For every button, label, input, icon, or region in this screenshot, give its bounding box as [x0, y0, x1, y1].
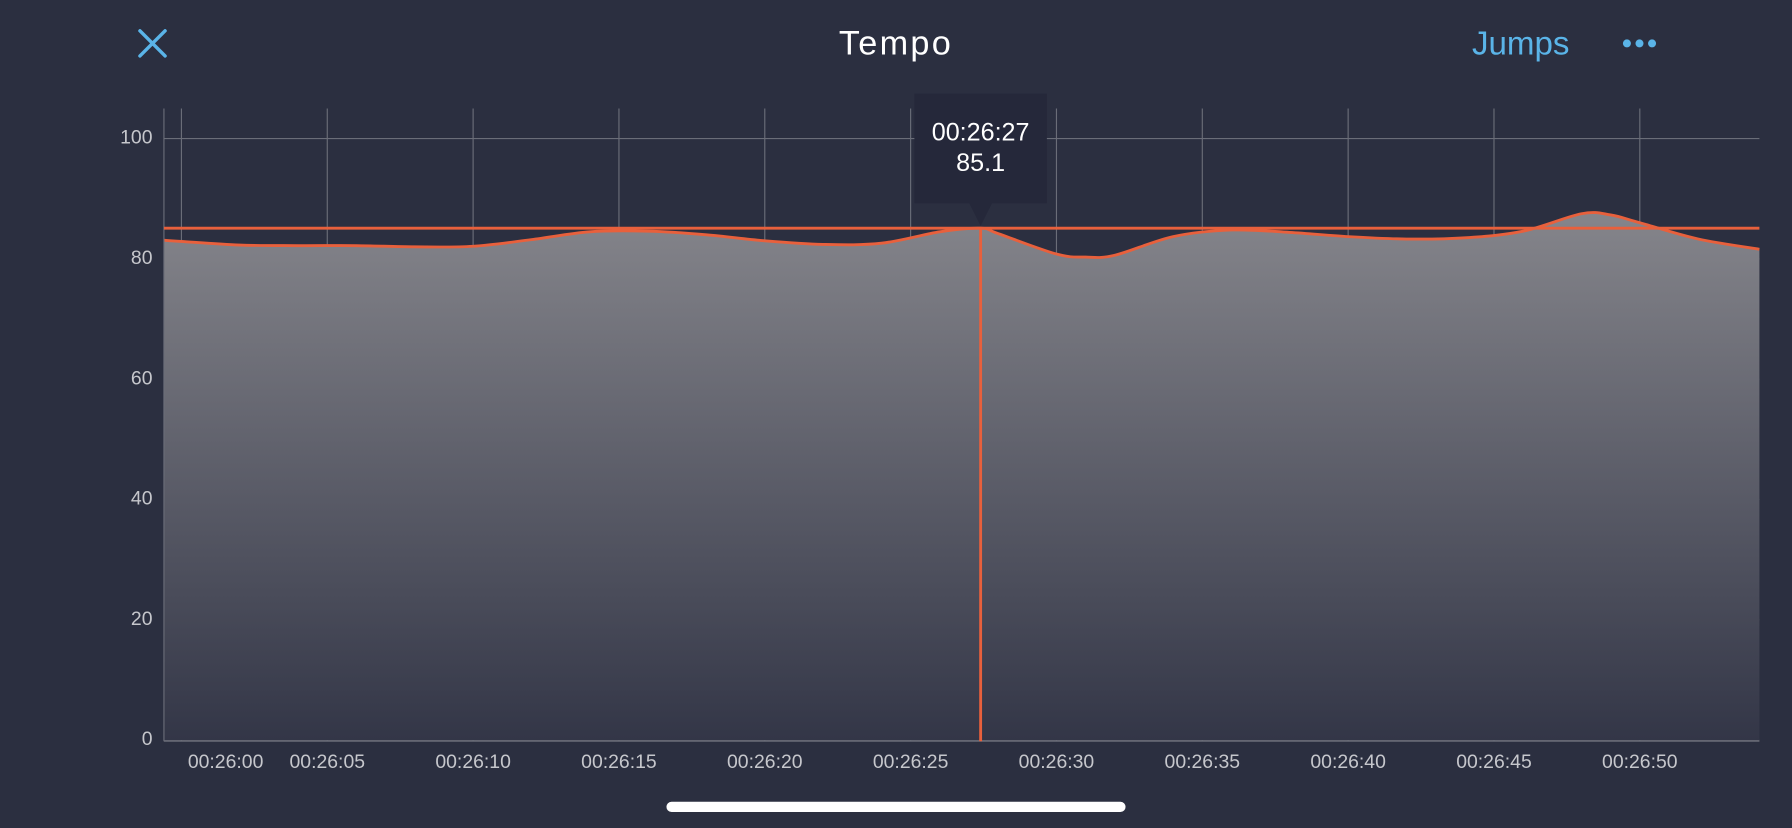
- more-dot: [1648, 39, 1657, 48]
- x-tick-label: 00:26:05: [289, 751, 365, 773]
- x-tick-label: 00:26:20: [727, 751, 803, 773]
- close-button[interactable]: [138, 29, 167, 58]
- area: [163, 212, 1760, 741]
- y-tick-label: 80: [131, 247, 153, 269]
- y-tick-label: 20: [131, 608, 153, 630]
- x-tick-label: 00:26:40: [1310, 751, 1386, 773]
- more-button[interactable]: [1622, 39, 1657, 48]
- y-tick-label: 40: [131, 488, 153, 510]
- x-tick-label: 00:26:10: [435, 751, 511, 773]
- chart: 0 20 40 60 80 100 00:26:00 00:26:05 00:26:10 00:2…: [120, 93, 1760, 773]
- more-dot: [1622, 39, 1631, 48]
- x-tick-label: 00:26:30: [1019, 751, 1095, 773]
- home-indicator: [666, 801, 1126, 813]
- x-tick-label: 00:26:25: [873, 751, 949, 773]
- tooltip-time: 00:26:27: [932, 118, 1030, 146]
- close-icon: [138, 29, 167, 58]
- more-dot: [1635, 39, 1644, 48]
- x-tick-label: 00:26:15: [581, 751, 657, 773]
- x-tick-label: 00:26:00: [188, 751, 264, 773]
- x-tick-label: 00:26:50: [1602, 751, 1678, 773]
- tooltip: [914, 93, 1047, 204]
- x-tick-label: 00:26:35: [1165, 751, 1241, 773]
- screen-title: Tempo: [839, 25, 953, 63]
- tooltip-pointer: [969, 203, 993, 226]
- y-tick-label: 100: [120, 127, 153, 149]
- jumps-button[interactable]: Jumps: [1472, 25, 1570, 62]
- x-tick-label: 00:26:45: [1456, 751, 1532, 773]
- tooltip-value: 85.1: [956, 149, 1005, 177]
- y-tick-label: 0: [142, 728, 153, 750]
- y-tick-label: 60: [131, 367, 153, 389]
